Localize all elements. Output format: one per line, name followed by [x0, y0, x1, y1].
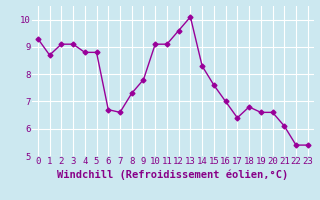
- X-axis label: Windchill (Refroidissement éolien,°C): Windchill (Refroidissement éolien,°C): [57, 169, 288, 180]
